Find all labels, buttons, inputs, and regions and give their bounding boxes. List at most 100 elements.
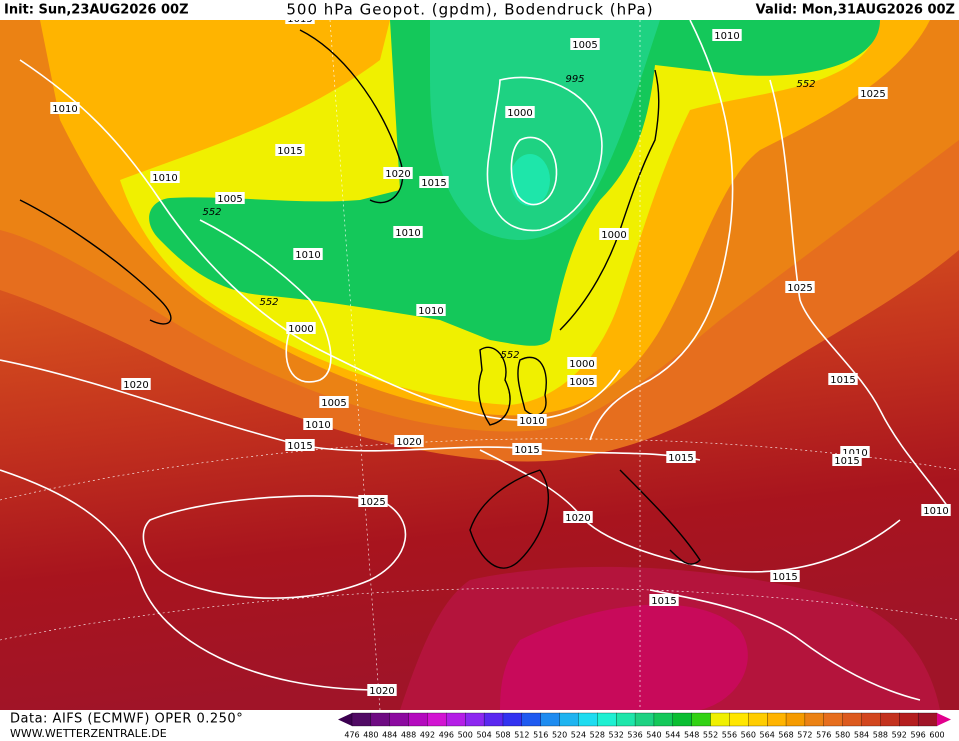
header-bg (0, 0, 959, 20)
colorbar-label: 508 (495, 731, 510, 740)
colorbar-label: 504 (476, 731, 491, 740)
colorbar-box (446, 712, 466, 727)
colorbar-box (427, 712, 447, 727)
colorbar-box (691, 712, 711, 727)
label-bg (303, 418, 333, 430)
label-bg (394, 435, 424, 447)
colorbar-label: 480 (363, 731, 378, 740)
label-bg (770, 570, 800, 582)
isobar-label: 1025 (787, 283, 812, 294)
colorbar-box (748, 712, 768, 727)
label-bg (416, 304, 446, 316)
colorbar-label: 576 (816, 731, 831, 740)
colorbar-box (521, 712, 542, 727)
label-bg (828, 373, 858, 385)
colorbar-label: 600 (929, 731, 944, 740)
colorbar-label: 492 (420, 731, 435, 740)
isobar-label: 552 (259, 297, 278, 308)
label-bg (358, 495, 388, 507)
label-bg (785, 281, 815, 293)
colorbar-box (861, 712, 881, 727)
colorbar-box (710, 712, 730, 727)
label-bg (419, 176, 449, 188)
colorbar-label: 556 (722, 731, 737, 740)
isobar-label: 1010 (519, 416, 544, 427)
isobar-label: 1010 (923, 506, 948, 517)
colorbar-box (634, 712, 655, 727)
isobar-label: 552 (796, 79, 815, 90)
label-bg (319, 396, 349, 408)
colorbar-box (842, 712, 862, 727)
colorbar-box (502, 712, 523, 727)
field-magenta (500, 604, 748, 710)
isobar-label: 1020 (369, 686, 394, 697)
label-bg (563, 511, 593, 523)
colorbar-arrow-high (937, 713, 951, 726)
colorbar-label: 500 (458, 731, 473, 740)
colorbar-label: 584 (854, 731, 869, 740)
data-source: Data: AIFS (ECMWF) OPER 0.250° (10, 712, 243, 727)
isobar-label: 1005 (217, 194, 242, 205)
isobar-label: 1015 (277, 146, 302, 157)
colorbar-label: 484 (382, 731, 397, 740)
isobar-label: 1020 (396, 437, 421, 448)
colorbar-label: 532 (609, 731, 624, 740)
isobar-label: 1010 (418, 306, 443, 317)
colorbar-box (389, 712, 410, 727)
valid-time: Valid: Mon,31AUG2026 00Z (756, 3, 955, 18)
isobar-label: 1015 (830, 375, 855, 386)
colorbar-label: 488 (401, 731, 416, 740)
isobar-label: 1010 (395, 228, 420, 239)
colorbar-label: 476 (344, 731, 359, 740)
colorbar-box (616, 712, 636, 727)
colorbar-label: 548 (684, 731, 699, 740)
colorbar-label: 588 (873, 731, 888, 740)
isobar-label: 1010 (295, 250, 320, 261)
colorbar-box (351, 712, 372, 727)
label-bg (832, 454, 862, 466)
colorbar-label: 520 (552, 731, 567, 740)
isobar-label: 1010 (714, 31, 739, 42)
colorbar-label: 496 (439, 731, 454, 740)
colorbar-box (672, 712, 693, 727)
colorbar-box (880, 712, 900, 727)
colorbar-box (408, 712, 428, 727)
colorbar-label: 544 (665, 731, 680, 740)
isobar-label: 1015 (287, 441, 312, 452)
label-bg (121, 378, 151, 390)
isobar-label: 995 (565, 74, 584, 85)
isobar-label: 1020 (565, 513, 590, 524)
colorbar-label: 512 (514, 731, 529, 740)
isobar-label: 1005 (569, 377, 594, 388)
map-title: 500 hPa Geopot. (gpdm), Bodendruck (hPa) (286, 1, 653, 19)
low-core (510, 154, 550, 206)
isobar-label: 1010 (842, 448, 867, 459)
colorbar-label: 560 (741, 731, 756, 740)
isobar-label: 1020 (123, 380, 148, 391)
isobar-label: 1010 (52, 104, 77, 115)
label-bg (567, 357, 597, 369)
label-bg (599, 228, 629, 240)
colorbar-label: 536 (627, 731, 642, 740)
colorbar-box (483, 712, 504, 727)
label-bg (858, 87, 888, 99)
colorbar-box (823, 712, 844, 727)
colorbar-label: 524 (571, 731, 586, 740)
label-bg (150, 171, 180, 183)
label-bg (275, 144, 305, 156)
label-bg (215, 192, 245, 204)
isobar-label: 1005 (572, 40, 597, 51)
label-bg (921, 504, 951, 516)
colorbar-box (578, 712, 598, 727)
colorbar-box (370, 712, 391, 727)
colorbar-label: 568 (778, 731, 793, 740)
init-time: Init: Sun,23AUG2026 00Z (4, 3, 189, 18)
graticule (0, 19, 959, 711)
isobar-label: 1015 (668, 453, 693, 464)
colorbar-box (465, 712, 485, 727)
colorbar-label: 528 (590, 731, 605, 740)
isobar-label: 552 (500, 350, 519, 361)
isobar-label: 1015 (651, 596, 676, 607)
label-bg (50, 102, 80, 114)
website: WWW.WETTERZENTRALE.DE (10, 727, 167, 740)
